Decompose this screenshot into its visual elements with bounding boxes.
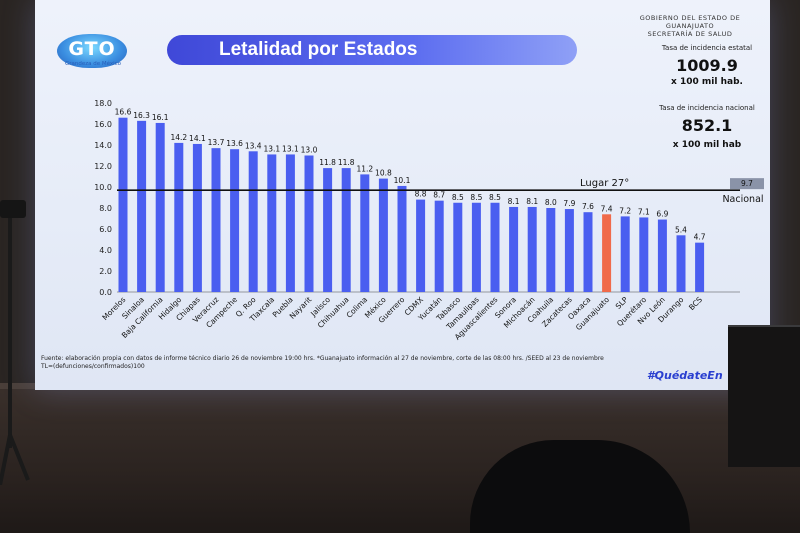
value-label: 8.1 bbox=[526, 197, 538, 206]
value-label: 8.5 bbox=[489, 193, 501, 202]
bar-yucat-n bbox=[434, 200, 444, 292]
bar-hidalgo bbox=[174, 142, 184, 292]
value-label: 10.8 bbox=[375, 169, 392, 178]
bar-zacatecas bbox=[564, 209, 574, 292]
bar-sinaloa bbox=[137, 120, 147, 292]
y-tick-label: 4.0 bbox=[99, 246, 112, 255]
state-rate-value: 1009.9 bbox=[676, 56, 738, 75]
lethality-bar-chart: 0.02.04.06.08.010.012.014.016.018.016.6M… bbox=[94, 99, 764, 342]
bar-puebla bbox=[285, 154, 295, 292]
value-label: 4.7 bbox=[694, 233, 706, 242]
bar-tlaxcala bbox=[267, 154, 277, 292]
value-label: 16.6 bbox=[115, 108, 132, 117]
bar-jalisco bbox=[323, 168, 333, 292]
bar-durango bbox=[676, 235, 686, 292]
bar-cdmx bbox=[416, 199, 426, 292]
lectern bbox=[728, 325, 800, 467]
value-label: 7.1 bbox=[638, 207, 650, 216]
footnote-source: Fuente: elaboración propia con datos de … bbox=[41, 355, 604, 362]
bar-sonora bbox=[509, 206, 519, 292]
value-label: 5.4 bbox=[675, 225, 687, 234]
value-label: 6.9 bbox=[656, 210, 668, 219]
footnote-formula: TL=(defunciones/confirmados)100 bbox=[41, 363, 145, 370]
value-label: 8.0 bbox=[545, 198, 557, 207]
camera-tripod bbox=[0, 200, 30, 485]
value-label: 8.1 bbox=[508, 197, 520, 206]
bar-m-xico bbox=[378, 178, 388, 292]
bar-campeche bbox=[230, 149, 240, 292]
value-label: 8.8 bbox=[415, 190, 427, 199]
value-label: 11.8 bbox=[319, 158, 336, 167]
bar-guanajuato bbox=[602, 214, 612, 292]
bar-guerrero bbox=[397, 185, 407, 292]
bar-michoac-n bbox=[527, 206, 537, 292]
bar-coahuila bbox=[546, 208, 556, 292]
projection-screen: GTO Grandeza de México Letalidad por Est… bbox=[35, 0, 770, 390]
value-label: 14.2 bbox=[170, 133, 187, 142]
value-label: 11.8 bbox=[338, 158, 355, 167]
slide-title: Letalidad por Estados bbox=[167, 35, 577, 65]
value-label: 7.4 bbox=[601, 204, 613, 213]
value-label: 11.2 bbox=[356, 164, 373, 173]
value-label: 13.1 bbox=[263, 144, 280, 153]
org-line-1: GOBIERNO DEL ESTADO DE GUANAJUATO bbox=[639, 14, 741, 30]
gto-logo: GTO bbox=[57, 34, 127, 68]
org-line-2: SECRETARÍA DE SALUD bbox=[647, 30, 733, 38]
bar-veracruz bbox=[211, 148, 221, 292]
bar-colima bbox=[360, 174, 370, 292]
national-rate-value: 852.1 bbox=[681, 116, 733, 135]
value-label: 13.7 bbox=[208, 138, 225, 147]
national-rate-label: Tasa de incidencia nacional bbox=[659, 104, 755, 112]
bar-bcs bbox=[695, 242, 705, 292]
value-label: 8.5 bbox=[470, 193, 482, 202]
bar-nayarit bbox=[304, 155, 314, 292]
y-tick-label: 18.0 bbox=[94, 99, 112, 108]
value-label: 8.5 bbox=[452, 193, 464, 202]
national-rate-unit: x 100 mil hab bbox=[672, 140, 742, 150]
footnote: Fuente: elaboración propia con datos de … bbox=[41, 355, 641, 371]
y-tick-label: 10.0 bbox=[94, 183, 112, 192]
bar-oaxaca bbox=[583, 212, 593, 292]
bar-chihuahua bbox=[341, 168, 351, 292]
value-label: 10.1 bbox=[394, 176, 411, 185]
value-label: 13.6 bbox=[226, 139, 243, 148]
bar-tamaulipas bbox=[471, 202, 481, 292]
bar-baja-california bbox=[155, 122, 165, 292]
y-tick-label: 16.0 bbox=[94, 120, 112, 129]
value-label: 16.3 bbox=[133, 111, 150, 120]
value-label: 8.7 bbox=[433, 191, 445, 200]
hashtag: #QuédateEn bbox=[647, 369, 723, 382]
value-label: 13.1 bbox=[282, 144, 299, 153]
organization: GOBIERNO DEL ESTADO DE GUANAJUATO SECRET… bbox=[615, 14, 765, 38]
value-label: 13.0 bbox=[301, 146, 318, 155]
value-label: 7.6 bbox=[582, 202, 594, 211]
y-tick-label: 2.0 bbox=[99, 267, 112, 276]
bar-morelos bbox=[118, 117, 128, 292]
bar-chiapas bbox=[192, 143, 202, 292]
state-rate-unit: x 100 mil hab. bbox=[671, 77, 743, 87]
value-label: 14.1 bbox=[189, 134, 206, 143]
y-tick-label: 0.0 bbox=[99, 288, 112, 297]
national-value-label: 9.7 bbox=[741, 179, 753, 188]
rank-label: Lugar 27° bbox=[580, 178, 629, 189]
bar-tabasco bbox=[453, 202, 463, 292]
value-label: 7.9 bbox=[563, 199, 575, 208]
logo-tagline: Grandeza de México bbox=[64, 61, 122, 67]
value-label: 7.2 bbox=[619, 206, 631, 215]
category-label: BCS bbox=[687, 295, 704, 312]
state-rate-label: Tasa de incidencia estatal bbox=[661, 44, 753, 52]
value-label: 13.4 bbox=[245, 141, 262, 150]
y-tick-label: 14.0 bbox=[94, 141, 112, 150]
bar-nvo-le-n bbox=[657, 219, 667, 292]
y-tick-label: 8.0 bbox=[99, 204, 112, 213]
bar-q-roo bbox=[248, 151, 258, 292]
bar-slp bbox=[620, 216, 630, 292]
y-tick-label: 12.0 bbox=[94, 162, 112, 171]
y-tick-label: 6.0 bbox=[99, 225, 112, 234]
national-value-box bbox=[730, 178, 764, 190]
bar-quer-taro bbox=[639, 217, 649, 292]
bar-aguascalientes bbox=[490, 202, 500, 292]
value-label: 16.1 bbox=[152, 113, 169, 122]
national-caption: Nacional bbox=[722, 194, 763, 205]
